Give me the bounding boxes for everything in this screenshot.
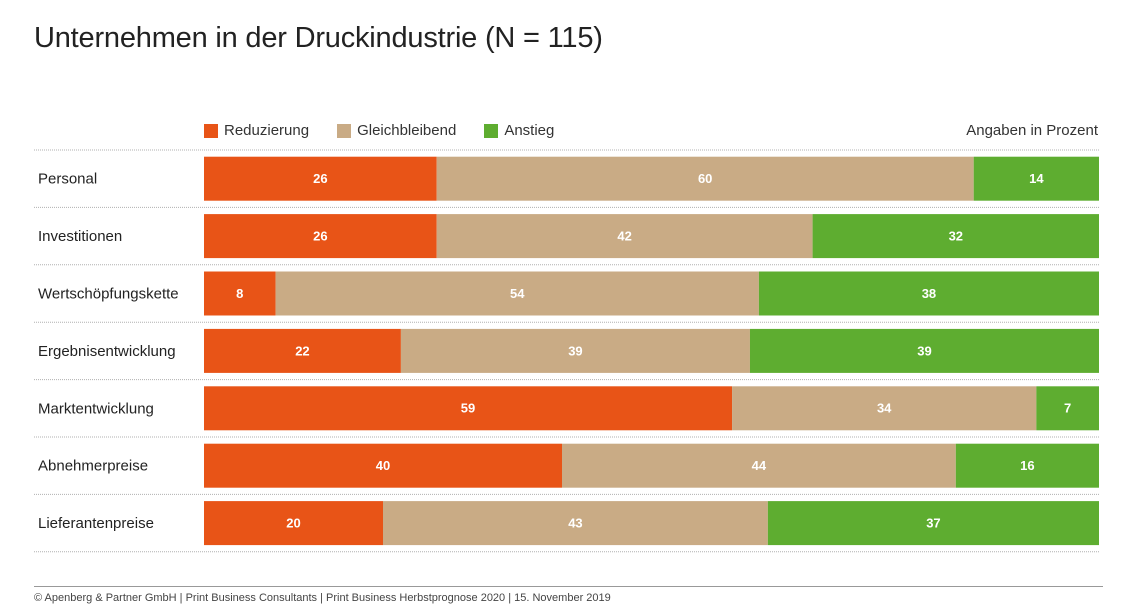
- bar-lieferantenpreise-reduzierung: [204, 501, 383, 546]
- footer-credits: © Apenberg & Partner GmbH | Print Busine…: [34, 592, 611, 604]
- bar-investitionen-gleichbleibend: [436, 214, 813, 259]
- bar-label-lieferantenpreise-anstieg: 37: [926, 516, 940, 531]
- bar-label-marktentwicklung-gleichbleibend: 34: [877, 401, 892, 416]
- bar-label-investitionen-reduzierung: 26: [313, 229, 327, 244]
- legend-swatch-anstieg: [484, 123, 499, 138]
- legend-label-reduzierung: Reduzierung: [224, 122, 310, 139]
- row-label-personal: Personal: [38, 171, 97, 188]
- bar-label-marktentwicklung-anstieg: 7: [1064, 401, 1071, 416]
- bar-label-lieferantenpreise-reduzierung: 20: [286, 516, 300, 531]
- row-label-investitionen: Investitionen: [38, 228, 122, 245]
- bar-personal-anstieg: [973, 156, 1099, 201]
- bar-label-abnehmerpreise-gleichbleibend: 44: [752, 458, 767, 473]
- bar-label-wertschoepfungskette-anstieg: 38: [922, 286, 936, 301]
- bar-label-investitionen-anstieg: 32: [949, 229, 963, 244]
- bar-ergebnisentwicklung-reduzierung: [204, 328, 401, 373]
- bar-investitionen-reduzierung: [204, 214, 437, 259]
- legend-item-gleichbleibend: Gleichbleibend: [337, 122, 456, 139]
- legend-swatch-gleichbleibend: [337, 123, 352, 138]
- bar-abnehmerpreise-gleichbleibend: [562, 443, 956, 488]
- bar-wertschoepfungskette-reduzierung: [204, 271, 276, 316]
- bar-label-ergebnisentwicklung-anstieg: 39: [917, 343, 931, 358]
- bar-marktentwicklung-reduzierung: [204, 386, 733, 431]
- bar-marktentwicklung-anstieg: [1036, 386, 1099, 431]
- bar-label-investitionen-gleichbleibend: 42: [617, 229, 631, 244]
- bar-label-ergebnisentwicklung-gleichbleibend: 39: [568, 343, 582, 358]
- bar-label-abnehmerpreise-anstieg: 16: [1020, 458, 1034, 473]
- bar-lieferantenpreise-gleichbleibend: [383, 501, 768, 546]
- bar-label-lieferantenpreise-gleichbleibend: 43: [568, 516, 582, 531]
- bar-ergebnisentwicklung-anstieg: [749, 328, 1099, 373]
- bar-abnehmerpreise-anstieg: [955, 443, 1099, 488]
- bar-ergebnisentwicklung-gleichbleibend: [400, 328, 750, 373]
- bar-label-personal-gleichbleibend: 60: [698, 171, 712, 186]
- row-label-wertschoepfungskette: Wertschöpfungskette: [38, 285, 179, 302]
- bar-label-personal-anstieg: 14: [1029, 171, 1044, 186]
- bar-label-marktentwicklung-reduzierung: 59: [461, 401, 475, 416]
- bar-lieferantenpreise-anstieg: [767, 501, 1099, 546]
- row-label-lieferantenpreise: Lieferantenpreise: [38, 515, 154, 532]
- unit-note: Angaben in Prozent: [966, 122, 1098, 139]
- footer-divider: [34, 586, 1103, 587]
- stacked-bar-chart: Personal 26 60 14 Investitionen 26 42 32 Wertsch…: [34, 149, 1099, 553]
- bar-label-wertschoepfungskette-reduzierung: 8: [236, 286, 243, 301]
- legend-item-reduzierung: Reduzierung: [204, 122, 309, 139]
- row-label-marktentwicklung: Marktentwicklung: [38, 400, 154, 417]
- bar-wertschoepfungskette-anstieg: [758, 271, 1099, 316]
- legend-swatch-reduzierung: [204, 123, 218, 138]
- row-label-ergebnisentwicklung: Ergebnisentwicklung: [38, 343, 176, 360]
- legend-label-anstieg: Anstieg: [504, 122, 555, 139]
- bar-label-personal-reduzierung: 26: [313, 171, 327, 186]
- bar-abnehmerpreise-reduzierung: [204, 443, 562, 488]
- bar-marktentwicklung-gleichbleibend: [732, 386, 1037, 431]
- bar-label-ergebnisentwicklung-reduzierung: 22: [295, 343, 309, 358]
- legend: Reduzierung Gleichbleibend Anstieg: [204, 122, 582, 139]
- chart-title: Unternehmen in der Druckindustrie (N = 1…: [34, 22, 603, 54]
- bar-wertschoepfungskette-gleichbleibend: [275, 271, 759, 316]
- bar-investitionen-anstieg: [812, 214, 1099, 259]
- bar-label-wertschoepfungskette-gleichbleibend: 54: [510, 286, 525, 301]
- legend-label-gleichbleibend: Gleichbleibend: [357, 122, 457, 139]
- legend-item-anstieg: Anstieg: [484, 122, 554, 139]
- bar-label-abnehmerpreise-reduzierung: 40: [376, 458, 390, 473]
- row-label-abnehmerpreise: Abnehmerpreise: [38, 458, 148, 475]
- bar-personal-reduzierung: [204, 156, 437, 201]
- bar-personal-gleichbleibend: [436, 156, 974, 201]
